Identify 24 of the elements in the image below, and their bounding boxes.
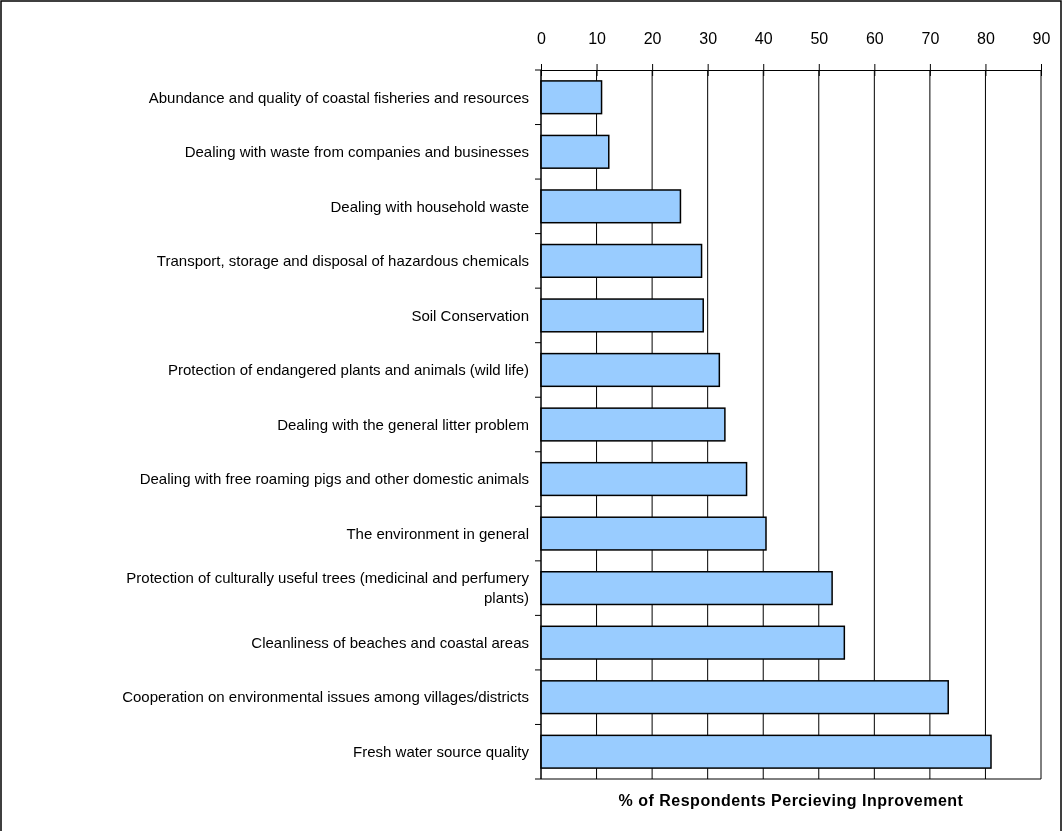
x-tick-label: 30 — [699, 30, 718, 47]
y-tick-label: Protection of endangered plants and animals (wild life) — [167, 361, 529, 379]
y-tick-label: Protection of culturally useful trees (medicinal and perfumery plants) — [126, 569, 530, 607]
x-tick-label: 60 — [865, 30, 884, 47]
x-tick-label: 70 — [921, 30, 940, 47]
y-tick-label: Dealing with the general litter problem — [277, 415, 529, 433]
x-tick-label: 40 — [754, 30, 773, 47]
y-tick-label: Dealing with waste from companies and businesses — [184, 143, 529, 161]
y-tick-label: Cooperation on environmental issues among villages/districts — [122, 688, 529, 706]
y-tick-label: Dealing with household waste — [330, 197, 529, 215]
y-tick-label: Transport, storage and disposal of hazardous chemicals — [156, 252, 529, 270]
y-tick-label: Cleanliness of beaches and coastal areas — [251, 633, 529, 651]
y-tick-label: The environment in general — [346, 524, 529, 542]
x-tick-label: 10 — [588, 30, 607, 47]
x-tick-label: 20 — [643, 30, 662, 47]
x-tick-label: 80 — [977, 30, 995, 47]
y-tick-label: Dealing with free roaming pigs and other domestic animals — [139, 470, 529, 488]
x-axis-title: % of Respondents Percieving Inprovement — [618, 792, 964, 809]
y-tick-label: Abundance and quality of coastal fisheries and resources — [148, 88, 529, 106]
y-tick-label: Soil Conservation — [411, 306, 529, 324]
x-tick-label: 0 — [537, 30, 547, 47]
x-tick-label: 90 — [1032, 30, 1051, 47]
x-tick-label: 50 — [810, 30, 829, 47]
y-tick-label: Fresh water source quality — [353, 742, 530, 760]
